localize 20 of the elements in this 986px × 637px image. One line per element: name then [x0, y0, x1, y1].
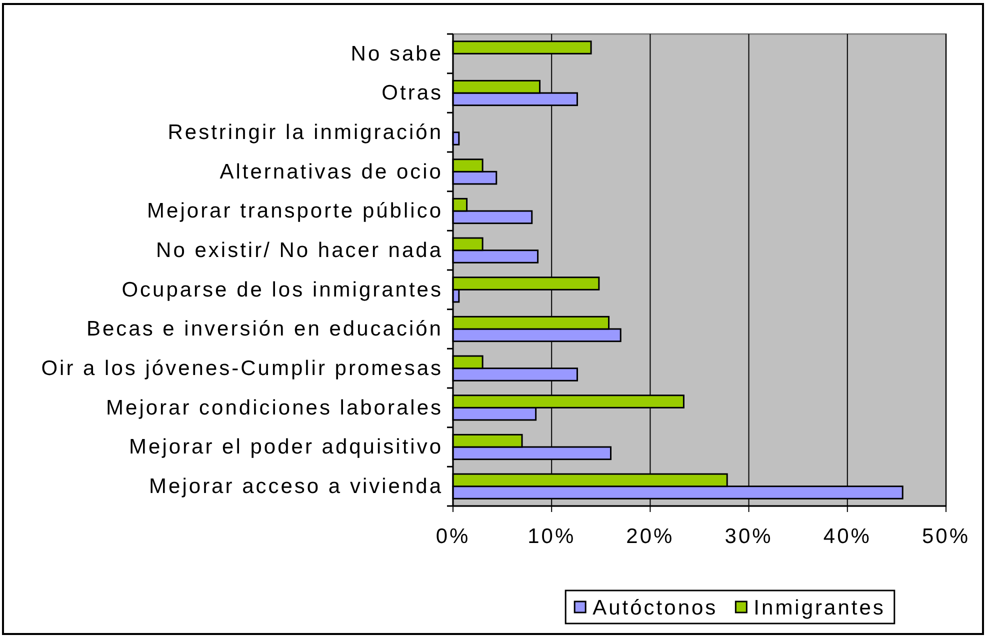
y-tick-label: No sabe	[350, 42, 443, 66]
y-tick-label: Becas e inversión en educación	[86, 318, 443, 341]
y-tick-label: Alternativas de ocio	[220, 160, 443, 184]
x-tick-label: 10%	[528, 524, 576, 548]
x-tick-label: 30%	[724, 524, 773, 548]
y-tick-label: No existir/ No hacer nada	[156, 239, 443, 262]
y-tick-label: Restringir la inmigración	[168, 121, 443, 144]
legend-label: Inmigrantes	[754, 596, 886, 620]
legend-label: Autóctonos	[592, 596, 718, 620]
y-tick-label: Mejorar condiciones laborales	[106, 396, 443, 420]
y-tick-label: Ocuparse de los inmigrantes	[122, 278, 443, 302]
x-tick-label: 40%	[823, 524, 872, 548]
x-tick-label: 50%	[922, 524, 970, 548]
y-tick-label: Otras	[382, 82, 443, 105]
y-tick-label: Oir a los jóvenes-Cumplir promesas	[41, 357, 443, 380]
y-tick-label: Mejorar el poder adquisitivo	[129, 436, 443, 459]
y-tick-label: Mejorar transporte público	[147, 200, 443, 223]
x-tick-label: 20%	[626, 524, 674, 548]
y-tick-label: Mejorar acceso a vivienda	[149, 475, 443, 498]
x-tick-label: 0%	[436, 524, 470, 548]
